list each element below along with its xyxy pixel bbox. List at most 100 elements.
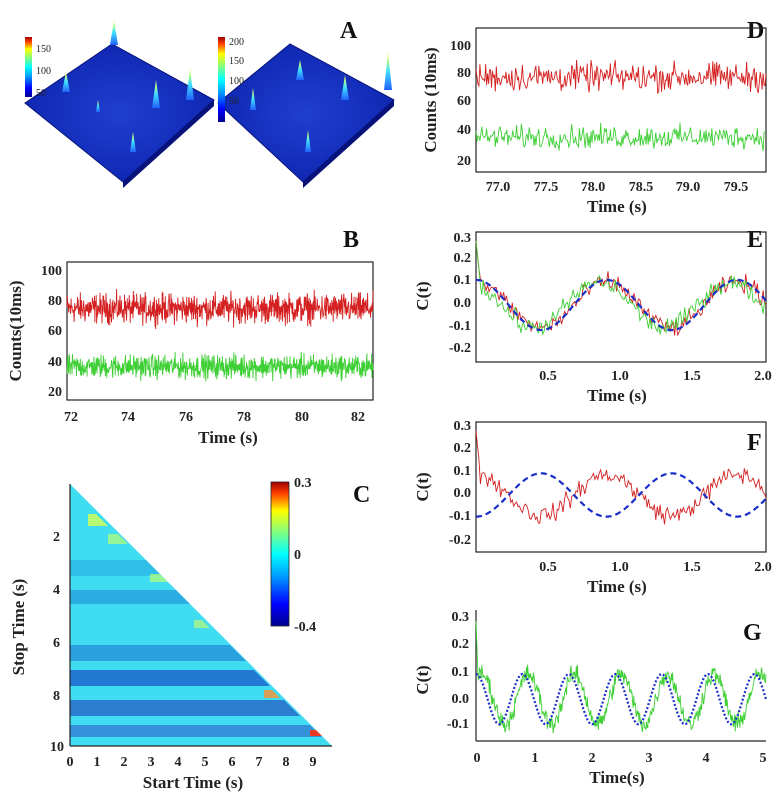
- colorbar-right-tick: 100: [229, 76, 244, 87]
- x-tick-label: 1.5: [683, 560, 701, 575]
- plot-frame: [66, 261, 374, 401]
- surface-left: [24, 43, 215, 183]
- x-tick-label: 78.0: [581, 180, 606, 195]
- y-ticks: 20 40 60 80 100: [41, 264, 62, 400]
- y-tick-label: 40: [457, 123, 471, 138]
- plot-frame: [475, 27, 767, 173]
- series-line-e-red: [475, 241, 767, 336]
- x-tick-label: 76: [179, 410, 193, 425]
- y-axis-label: C(t): [413, 281, 432, 310]
- y-tick-label: 8: [53, 689, 60, 704]
- colorbar-left-tick: 100: [36, 66, 51, 77]
- colorbar-left-tick: 150: [36, 44, 51, 55]
- x-tick-label: 1: [532, 751, 539, 766]
- surface-left-edge: [123, 100, 214, 188]
- x-tick-label: 3: [148, 755, 155, 770]
- y-tick-label: 0.2: [454, 251, 472, 266]
- x-tick-label: 79.5: [724, 180, 749, 195]
- y-ticks: 20 40 60 80 100: [450, 39, 471, 169]
- panel-b: Counts(10ms) Time (s) 72 74 76 78 80 82 …: [6, 261, 374, 447]
- x-axis-label: Start Time (s): [143, 773, 243, 792]
- y-tick-label: 0.1: [454, 273, 472, 288]
- series-line-f-red: [475, 431, 767, 525]
- colorbar-right: [218, 37, 225, 122]
- x-tick-label: 77.0: [486, 180, 511, 195]
- y-tick-label: 60: [457, 94, 471, 109]
- series-line-b-green: [66, 351, 374, 382]
- x-tick-label: 5: [760, 751, 767, 766]
- x-tick-label: 9: [310, 755, 317, 770]
- y-ticks: -0.2 -0.1 0.0 0.1 0.2 0.3: [449, 231, 471, 356]
- x-tick-label: 0.5: [539, 560, 557, 575]
- fit-line-f-fit: [476, 472, 767, 518]
- surface-right-edge: [303, 100, 394, 188]
- y-tick-label: -0.1: [447, 717, 469, 732]
- y-tick-label: 100: [41, 264, 62, 279]
- y-tick-label: 0.2: [452, 637, 470, 652]
- x-ticks: 77.0 77.5 78.0 78.5 79.0 79.5: [486, 180, 749, 195]
- fit-line-g-fit: [475, 672, 768, 726]
- surface-right: [217, 43, 395, 183]
- x-ticks: 0.5 1.0 1.5 2.0: [539, 560, 772, 575]
- y-axis-label: C(t): [413, 665, 432, 694]
- y-tick-label: -0.1: [449, 509, 471, 524]
- x-tick-label: 1: [94, 755, 101, 770]
- x-tick-label: 1.5: [683, 369, 701, 384]
- surface-right-peaks: [250, 52, 392, 152]
- x-tick-label: 6: [229, 755, 236, 770]
- colorbar-right-tick: 200: [229, 37, 244, 48]
- colorbar-c: [270, 481, 290, 627]
- x-ticks: 0 1 2 3 4 5: [474, 751, 767, 766]
- x-tick-label: 2.0: [754, 560, 772, 575]
- panel-label-c: C: [353, 482, 370, 508]
- series-line-e-green: [475, 241, 767, 336]
- y-tick-label: 40: [48, 355, 62, 370]
- x-tick-label: 80: [295, 410, 309, 425]
- colorbar-c-tick: -0.4: [294, 620, 316, 635]
- series-line-g-green: [475, 621, 767, 734]
- y-tick-label: 20: [48, 385, 62, 400]
- plot-area-f: [475, 431, 767, 525]
- y-axis-label: Counts (10ms): [421, 47, 440, 152]
- y-tick-label: 0.1: [454, 464, 472, 479]
- y-tick-label: -0.1: [449, 319, 471, 334]
- y-tick-label: 0.0: [454, 486, 472, 501]
- x-tick-label: 2: [589, 751, 596, 766]
- plot-area-b: [66, 288, 374, 382]
- y-ticks: 2 4 6 8 10: [50, 530, 64, 755]
- plot-frame: [475, 231, 767, 363]
- x-tick-label: 1.0: [611, 560, 629, 575]
- surface-left-peaks: [62, 20, 194, 152]
- x-tick-label: 74: [121, 410, 135, 425]
- panel-label-b: B: [343, 227, 359, 253]
- panel-f: C(t) Time (s) 0.5 1.0 1.5 2.0 -0.2 -0.1 …: [413, 419, 772, 596]
- x-tick-label: 3: [646, 751, 653, 766]
- fit-line-e-fit: [475, 278, 767, 332]
- x-axis-label: Time (s): [198, 428, 258, 447]
- series-line-b-red: [66, 288, 374, 330]
- x-tick-label: 77.5: [534, 180, 559, 195]
- x-ticks: 0 1 2 3 4 5 6 7 8 9: [67, 755, 317, 770]
- x-axis-label: Time (s): [587, 577, 647, 596]
- correlation-map-features: [70, 514, 322, 737]
- y-tick-label: 0.1: [452, 665, 470, 680]
- plot-area-g: [475, 621, 768, 734]
- panel-label-f: F: [747, 430, 762, 456]
- y-tick-label: 2: [53, 530, 60, 545]
- colorbar-left-tick: 50: [36, 88, 46, 99]
- colorbar-right-tick: 150: [229, 56, 244, 67]
- x-axis-label: Time (s): [587, 386, 647, 405]
- series-line-d-red: [475, 59, 767, 95]
- plot-frame: [475, 421, 767, 553]
- panel-label-e: E: [747, 227, 763, 253]
- x-tick-label: 4: [175, 755, 182, 770]
- y-tick-label: 20: [457, 154, 471, 169]
- y-tick-label: 80: [457, 66, 471, 81]
- y-tick-label: 80: [48, 294, 62, 309]
- panel-c: 0.3 0 -0.4 Stop Time (s) Start Time (s) …: [9, 476, 332, 792]
- x-ticks: 0.5 1.0 1.5 2.0: [539, 369, 772, 384]
- y-tick-label: 0.3: [454, 419, 472, 434]
- x-tick-label: 8: [283, 755, 290, 770]
- y-tick-label: 4: [53, 583, 60, 598]
- y-tick-label: -0.2: [449, 533, 471, 548]
